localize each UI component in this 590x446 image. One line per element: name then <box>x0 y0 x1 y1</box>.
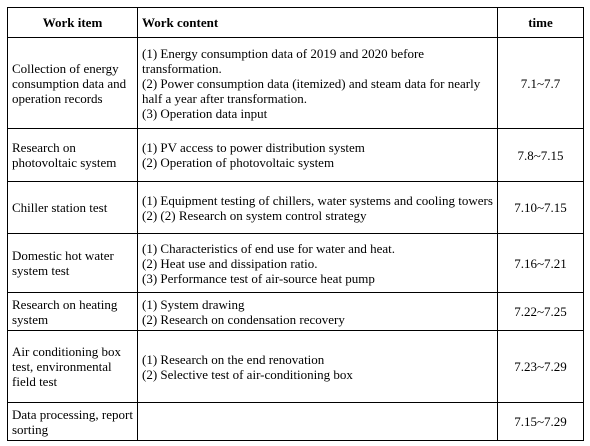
content-line: (1) System drawing <box>142 296 245 312</box>
content-line: (2) Power consumption data (itemized) an… <box>142 75 481 106</box>
work-content: (1) PV access to power distribution syst… <box>137 128 498 182</box>
content-line: (1) Research on the end renovation <box>142 351 325 367</box>
time: 7.22~7.25 <box>497 292 584 331</box>
content-line: (2) Heat use and dissipation ratio. <box>142 255 318 271</box>
work-content: (1) Equipment testing of chillers, water… <box>137 181 498 234</box>
content-line: (1) Equipment testing of chillers, water… <box>142 192 493 208</box>
time: 7.16~7.21 <box>497 233 584 293</box>
content-line: (3) Performance test of air-source heat … <box>142 270 375 286</box>
table-row: Research on heating system (1) System dra… <box>7 292 584 331</box>
table-row: Chiller station test (1) Equipment testin… <box>7 181 584 234</box>
work-item: Air conditioning box test, environmental… <box>7 330 138 403</box>
work-item: Domestic hot water system test <box>7 233 138 293</box>
schedule-table: Work item Work content time Collection o… <box>7 7 584 441</box>
table-row: Collection of energy consumption data an… <box>7 37 584 129</box>
content-line: (1) Characteristics of end use for water… <box>142 240 396 256</box>
work-item: Data processing, report sorting <box>7 402 138 441</box>
time: 7.1~7.7 <box>497 37 584 129</box>
content-line: (2) Research on condensation recovery <box>142 311 345 327</box>
work-content: (1) System drawing (2) Research on conden… <box>137 292 498 331</box>
content-line: (3) Operation data input <box>142 105 268 121</box>
work-item: Collection of energy consumption data an… <box>7 37 138 129</box>
work-content <box>137 402 498 441</box>
table-body: Collection of energy consumption data an… <box>7 37 584 441</box>
header-cell: time <box>497 7 584 38</box>
content-line: (2) Selective test of air-conditioning b… <box>142 366 353 382</box>
time: 7.23~7.29 <box>497 330 584 403</box>
time: 7.10~7.15 <box>497 181 584 234</box>
content-line: (2) Operation of photovoltaic system <box>142 155 335 170</box>
work-content: (1) Characteristics of end use for water… <box>137 233 498 293</box>
header-row: Work item Work content time <box>7 7 584 38</box>
content-line: (2) (2) Research on system control strat… <box>142 207 367 223</box>
content-line: (1) PV access to power distribution syst… <box>142 140 365 155</box>
work-content: (1) Energy consumption data of 2019 and … <box>137 37 498 129</box>
table-row: Data processing, report sorting 7.15~7.29 <box>7 402 584 441</box>
table-row: Domestic hot water system test (1) Charac… <box>7 233 584 293</box>
header-cell: Work content <box>137 7 498 38</box>
work-item: Chiller station test <box>7 181 138 234</box>
table-row: Air conditioning box test, environmental… <box>7 330 584 403</box>
table-row: Research on photovoltaic system (1) PV ac… <box>7 128 584 182</box>
time: 7.8~7.15 <box>497 128 584 182</box>
work-content: (1) Research on the end renovation (2) Se… <box>137 330 498 403</box>
time: 7.15~7.29 <box>497 402 584 441</box>
work-item: Research on heating system <box>7 292 138 331</box>
content-line: (1) Energy consumption data of 2019 and … <box>142 45 425 76</box>
work-item: Research on photovoltaic system <box>7 128 138 182</box>
header-cell: Work item <box>7 7 138 38</box>
